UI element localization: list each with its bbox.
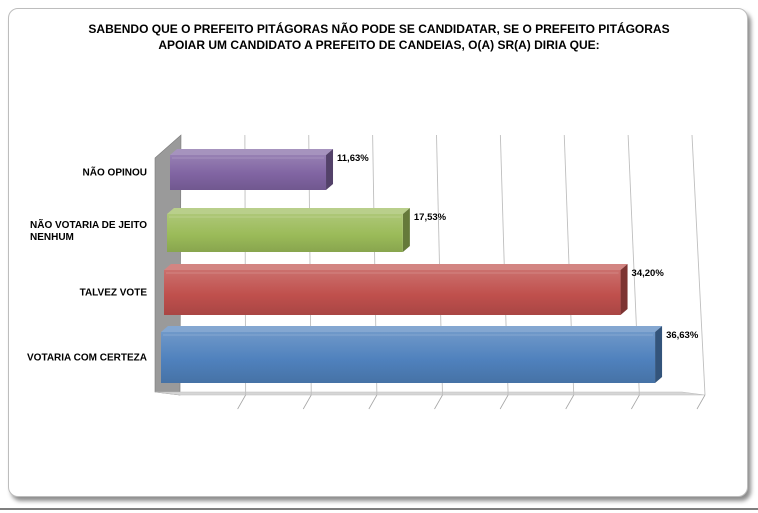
chart-frame (8, 8, 748, 497)
floor (154, 391, 706, 396)
bars (161, 149, 663, 383)
bar-end-face (620, 264, 628, 315)
bar-top-face (167, 208, 410, 214)
category-label: VOTARIA COM CERTEZA (27, 353, 147, 364)
bar-end-face (402, 208, 410, 252)
bar-top-face (170, 149, 334, 155)
bar-front-face (161, 332, 656, 383)
category-label: TALVEZ VOTE (80, 288, 148, 299)
bar (170, 149, 334, 190)
labels: 11,63% NÃO OPINOU 17,53% NÃO VOTARIA DE JEI… (27, 153, 699, 364)
bar (164, 264, 628, 315)
value-label: 11,63% (337, 153, 369, 164)
bar-top-face (164, 264, 628, 270)
bar-end-face (326, 149, 334, 190)
bar-front-face (164, 270, 621, 315)
floor-tick (631, 394, 640, 410)
floor-tick (302, 394, 312, 410)
value-label: 36,63% (666, 330, 699, 341)
bar (161, 326, 663, 383)
chart-title-line-1: SABENDO QUE O PREFEITO PITÁGORAS NÃO POD… (88, 22, 670, 36)
floor-tick (434, 394, 443, 410)
value-label: 34,20% (632, 268, 665, 279)
bar-end-face (655, 326, 663, 383)
value-label: 17,53% (414, 212, 447, 223)
page-bottom-rule (0, 508, 758, 510)
floor-tick (237, 394, 246, 410)
bar (167, 208, 410, 252)
category-label: NÃO VOTARIA DE JEITO (30, 218, 147, 231)
floor-tick (696, 394, 706, 410)
category-label: NÃO OPINOU (83, 166, 147, 179)
chart-title-line-2: APOIAR UM CANDIDATO A PREFEITO DE CANDEI… (158, 38, 600, 52)
bar-front-face (167, 214, 403, 252)
gridline (691, 134, 706, 396)
category-label: NENHUM (30, 232, 74, 243)
bar-front-face (170, 155, 327, 190)
floor-tick (499, 394, 509, 410)
floor-tick (565, 394, 575, 410)
chart-title: SABENDO QUE O PREFEITO PITÁGORAS NÃO POD… (20, 21, 738, 53)
floor-tick (368, 394, 378, 410)
bar-top-face (161, 326, 663, 332)
